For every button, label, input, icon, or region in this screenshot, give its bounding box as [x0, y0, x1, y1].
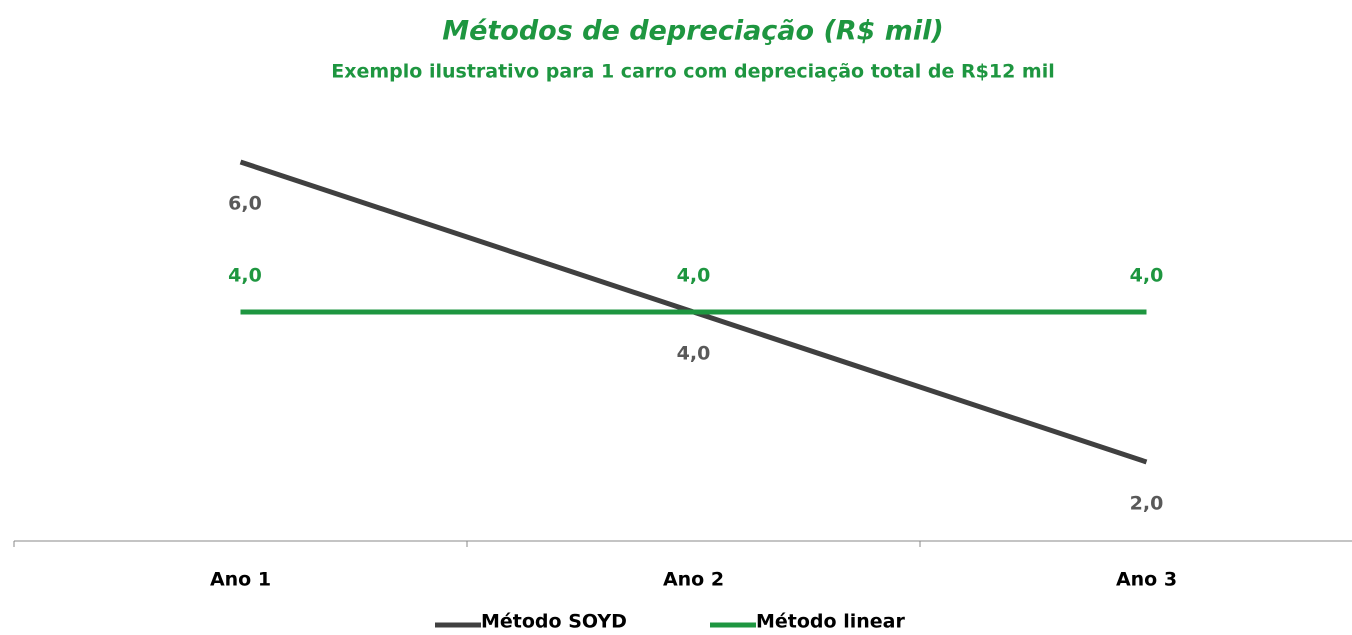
data-label: 4,0 [1130, 265, 1164, 287]
data-label: 4,0 [677, 265, 711, 287]
data-label: 6,0 [228, 193, 262, 215]
data-label: 4,0 [677, 343, 711, 365]
chart-subtitle: Exemplo ilustrativo para 1 carro com dep… [331, 61, 1054, 83]
chart-title: Métodos de depreciação (R$ mil) [442, 16, 944, 47]
data-label: 4,0 [228, 265, 262, 287]
legend-label: Método SOYD [481, 611, 627, 633]
x-tick-label: Ano 3 [1116, 569, 1177, 591]
data-label: 2,0 [1130, 493, 1164, 515]
legend-label: Método linear [756, 611, 905, 633]
x-tick-label: Ano 1 [210, 569, 271, 591]
x-tick-label: Ano 2 [663, 569, 724, 591]
